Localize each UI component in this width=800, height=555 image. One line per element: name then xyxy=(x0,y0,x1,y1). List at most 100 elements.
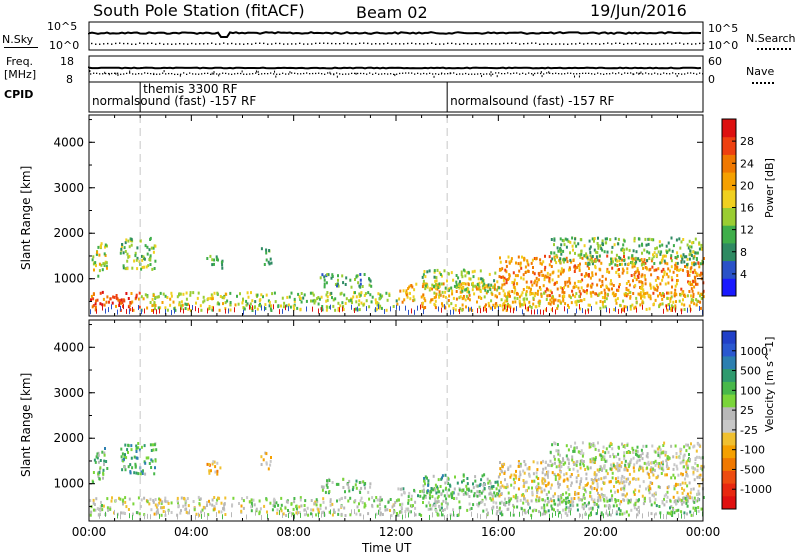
noise-search-dot xyxy=(271,43,273,45)
power-echo-cell xyxy=(686,294,689,298)
power-echo-cell xyxy=(355,307,358,311)
power-echo-cell xyxy=(621,271,624,275)
power-echo-cell xyxy=(519,302,522,306)
power-echo-cell xyxy=(635,250,638,254)
velocity-echo-cell xyxy=(518,475,521,479)
power-echo-cell xyxy=(433,291,436,295)
power-echo-cell xyxy=(574,251,576,255)
power-ground-speckle xyxy=(420,304,421,310)
power-echo-cell xyxy=(179,292,182,296)
velocity-echo-cell xyxy=(617,499,620,502)
velocity-echo-cell xyxy=(585,477,588,481)
velocity-echo-cell xyxy=(407,501,410,505)
velocity-echo-cell xyxy=(478,501,481,505)
power-echo-cell xyxy=(494,302,497,306)
power-ground-speckle xyxy=(282,308,283,314)
nave-dot xyxy=(609,73,611,75)
velocity-echo-cell xyxy=(434,483,437,487)
velocity-echo-cell xyxy=(618,464,621,467)
velocity-echo-cell xyxy=(328,510,331,514)
nave-dot xyxy=(579,72,581,75)
nave-spike xyxy=(638,72,640,75)
freq-right-tick-top: 60 xyxy=(708,55,722,68)
nave-dot xyxy=(261,73,263,75)
power-echo-cell xyxy=(125,292,128,295)
velocity-echo-cell xyxy=(623,511,626,515)
power-echo-cell xyxy=(162,292,165,296)
noise-search-dot xyxy=(243,43,245,45)
power-echo-cell xyxy=(268,304,271,308)
velocity-echo-cell xyxy=(627,477,630,481)
nave-dot xyxy=(291,72,293,74)
power-echo-cell xyxy=(468,308,471,312)
velocity-echo-cell xyxy=(466,487,468,491)
power-echo-cell xyxy=(442,282,445,286)
power-ground-speckle xyxy=(366,306,367,312)
power-echo-cell xyxy=(454,308,457,312)
velocity-echo-cell xyxy=(170,511,173,514)
power-echo-cell xyxy=(518,299,521,303)
power-echo-cell xyxy=(606,250,609,254)
power-echo-cell xyxy=(154,304,157,307)
velocity-echo-cell xyxy=(410,494,413,498)
power-echo-cell xyxy=(682,238,685,241)
power-echo-cell xyxy=(544,290,547,294)
velocity-echo-cell xyxy=(470,507,473,510)
velocity-echo-cell xyxy=(642,480,645,484)
power-echo-cell xyxy=(426,283,429,287)
nave-dot xyxy=(675,73,677,75)
power-echo-cell xyxy=(633,273,636,277)
velocity-echo-cell xyxy=(532,472,535,476)
velocity-echo-cell xyxy=(662,451,665,455)
velocity-echo-cell xyxy=(224,496,227,500)
power-echo-cell xyxy=(622,299,625,303)
power-echo-cell xyxy=(530,292,533,295)
power-echo-cell xyxy=(538,286,541,289)
nave-dot xyxy=(141,73,143,75)
velocity-echo-cell xyxy=(340,496,343,500)
power-ytick-label: 3000 xyxy=(53,181,84,195)
velocity-echo-cell xyxy=(106,506,109,510)
velocity-echo-cell xyxy=(503,472,506,475)
velocity-echo-cell xyxy=(124,443,127,447)
power-echo-cell xyxy=(380,306,383,310)
power-echo-cell xyxy=(121,243,124,246)
power-echo-cell xyxy=(496,304,499,308)
power-echo-cell xyxy=(642,266,645,270)
power-echo-cell xyxy=(522,288,525,291)
velocity-echo-cell xyxy=(310,508,313,512)
power-echo-cell xyxy=(639,303,642,307)
velocity-echo-cell xyxy=(507,496,510,500)
velocity-echo-cell xyxy=(503,470,506,474)
velocity-echo-cell xyxy=(669,512,672,516)
power-echo-cell xyxy=(577,280,580,283)
power-echo-cell xyxy=(216,257,219,261)
velocity-echo-cell xyxy=(100,500,102,504)
power-echo-cell xyxy=(423,270,426,273)
power-echo-cell xyxy=(180,300,183,304)
nave-dot xyxy=(537,72,539,74)
power-echo-cell xyxy=(693,263,696,267)
noise-search-dot xyxy=(647,43,649,45)
velocity-echo-cell xyxy=(450,492,453,496)
nave-dot xyxy=(369,72,371,74)
power-echo-cell xyxy=(555,261,558,265)
power-echo-cell xyxy=(680,240,683,244)
nave-dot xyxy=(639,72,641,75)
velocity-echo-cell xyxy=(615,510,618,514)
velocity-echo-cell xyxy=(431,495,434,499)
power-echo-cell xyxy=(513,286,516,289)
velocity-echo-cell xyxy=(127,508,130,511)
power-echo-cell xyxy=(672,300,675,304)
power-echo-cell xyxy=(332,298,335,302)
power-echo-cell xyxy=(411,285,414,289)
power-echo-cell xyxy=(286,295,289,299)
velocity-ground-speckle xyxy=(222,514,223,520)
power-echo-cell xyxy=(649,294,652,298)
velocity-echo-cell xyxy=(126,448,129,452)
velocity-echo-cell xyxy=(692,487,695,491)
velocity-echo-cell xyxy=(596,468,599,472)
velocity-echo-cell xyxy=(626,498,629,502)
power-echo-cell xyxy=(676,268,679,272)
power-echo-cell xyxy=(323,282,326,286)
